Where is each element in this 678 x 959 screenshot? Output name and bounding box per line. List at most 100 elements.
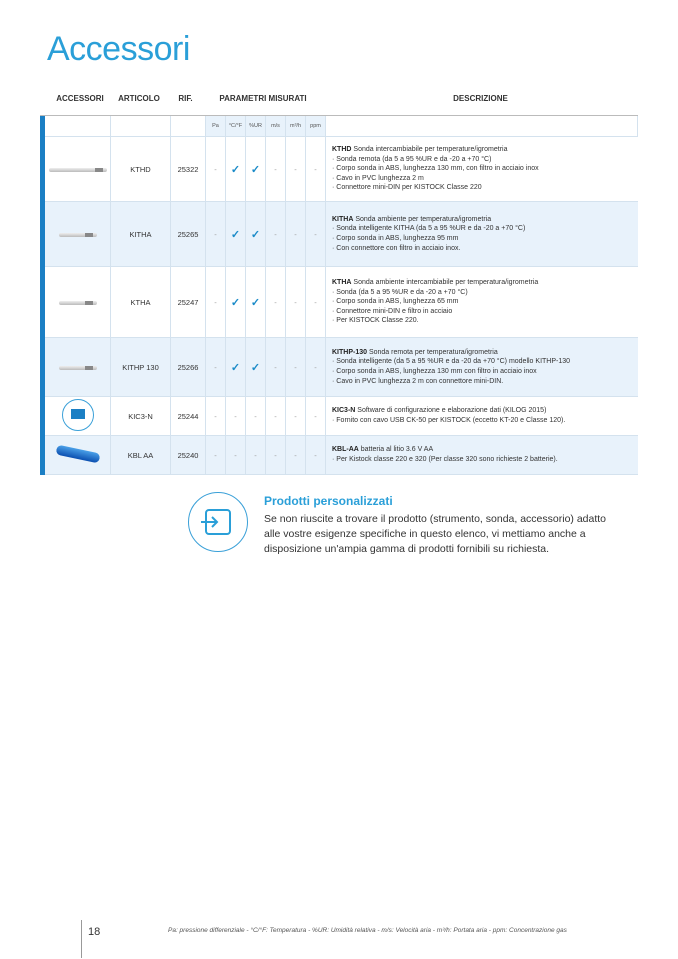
desc-bullet: · Corpo sonda in ABS, lunghezza 130 mm c… [332, 368, 537, 375]
check-icon: ✓ [230, 296, 241, 309]
arrow-into-box-icon [188, 492, 248, 552]
check-icon: ✓ [250, 163, 261, 176]
articolo-cell: KTHD [110, 136, 171, 202]
unit-label: m³/h [285, 116, 306, 137]
dash: - [274, 362, 277, 372]
dash: - [214, 164, 217, 174]
dash: - [214, 362, 217, 372]
dash: - [314, 411, 317, 421]
dash: - [314, 450, 317, 460]
desc-title: KITHP-130 [332, 348, 368, 356]
desc-title: KTHD [332, 146, 352, 154]
check-icon: ✓ [230, 228, 241, 241]
dash: - [274, 297, 277, 307]
desc-subtitle: Sonda remota per temperatura/igrometria [367, 348, 498, 356]
dash: - [314, 362, 317, 372]
dash: - [294, 229, 297, 239]
check-icon: ✓ [230, 163, 241, 176]
description-cell: KITHA Sonda ambiente per temperatura/igr… [325, 201, 638, 267]
dash: - [214, 450, 217, 460]
desc-bullet: · Cavo in PVC lunghezza 2 m con connetto… [332, 377, 504, 385]
rif-cell: 25322 [170, 136, 206, 202]
header-accessori: ACCESSORI [56, 94, 104, 103]
header-rif: RIF. [178, 94, 193, 103]
table-row: KITHA 25265- ✓ ✓ - - - KITHA Sonda ambiente pe… [40, 201, 638, 267]
desc-title: KIC3-N [332, 407, 356, 415]
check-icon: ✓ [250, 296, 261, 309]
unit-label: Pa [205, 116, 226, 137]
battery-image [54, 444, 101, 464]
probe-image [58, 365, 97, 370]
articolo-cell: KTHA [110, 266, 171, 338]
desc-bullet: · Sonda intelligente KITHA (da 5 a 95 %U… [332, 225, 526, 233]
dash: - [274, 450, 277, 460]
dash: - [214, 411, 217, 421]
dash: - [254, 450, 257, 460]
promo-title: Prodotti personalizzati [264, 494, 393, 508]
dash: - [294, 362, 297, 372]
description-cell: KBL-AA batteria al litio 3.6 V AA · Per K… [325, 435, 638, 475]
articolo-cell: KITHP 130 [110, 337, 171, 397]
desc-bullet: · Cavo in PVC lunghezza 2 m [332, 174, 424, 182]
probe-image [58, 232, 97, 237]
table-row: KITHP 130 25266- ✓ ✓ - - - KITHP-130 Sonda rem… [40, 337, 638, 397]
unit-label: m/s [265, 116, 286, 137]
unit-label: ppm [305, 116, 326, 137]
description-cell: KTHD Sonda intercambiabile per temperatu… [325, 136, 638, 202]
accessories-table: Pa °C/°F %UR m/s m³/h ppm KTHD 25322- ✓ ✓ - - - KTH… [40, 116, 638, 475]
dash: - [274, 229, 277, 239]
probe-image [58, 300, 97, 305]
desc-bullet: · Sonda intelligente (da 5 a 95 %UR e da… [332, 358, 571, 366]
page-number: 18 [88, 926, 101, 938]
description-cell: KTHA Sonda ambiente intercambiabile per … [325, 266, 638, 338]
footer-divider [81, 920, 82, 958]
desc-bullet: · Con connettore con filtro in acciaio i… [332, 244, 461, 252]
dash: - [314, 164, 317, 174]
dash: - [274, 411, 277, 421]
check-icon: ✓ [250, 228, 261, 241]
dash: - [294, 450, 297, 460]
desc-title: KBL-AA [332, 446, 359, 454]
header-descrizione: DESCRIZIONE [453, 94, 508, 103]
desc-bullet: · Corpo sonda in ABS, lunghezza 65 mm [332, 298, 459, 306]
header-articolo: ARTICOLO [118, 94, 160, 103]
desc-bullet: · Sonda (da 5 a 95 %UR e da -20 a +70 °C… [332, 288, 468, 296]
desc-title: KITHA [332, 215, 354, 223]
rif-cell: 25244 [170, 396, 206, 436]
desc-title: KTHA [332, 279, 352, 287]
dash: - [234, 411, 237, 421]
rif-cell: 25240 [170, 435, 206, 475]
dash: - [254, 411, 257, 421]
desc-bullet: · Corpo sonda in ABS, lunghezza 130 mm, … [332, 165, 539, 173]
desc-subtitle: Sonda ambiente per temperatura/igrometri… [353, 215, 492, 223]
check-icon: ✓ [230, 361, 241, 374]
unit-label: %UR [245, 116, 266, 137]
desc-bullet: · Per Kistock classe 220 e 320 (Per clas… [332, 456, 558, 463]
promo-text: Se non riuscite a trovare il prodotto (s… [264, 513, 607, 555]
desc-bullet: · Sonda remota (da 5 a 95 %UR e da -20 a… [332, 155, 492, 163]
header-divider [40, 115, 638, 116]
desc-bullet: · Fornito con cavo USB CK-50 per KISTOCK… [332, 417, 566, 424]
articolo-cell: KITHA [110, 201, 171, 267]
dash: - [314, 297, 317, 307]
desc-bullet: · Connettore mini-DIN per KISTOCK Classe… [332, 184, 482, 192]
articolo-cell: KIC3-N [110, 396, 171, 436]
desc-subtitle: Software di configurazione e elaborazion… [355, 407, 547, 415]
articolo-cell: KBL AA [110, 435, 171, 475]
description-cell: KIC3-N Software di configurazione e elab… [325, 396, 638, 436]
rif-cell: 25265 [170, 201, 206, 267]
dash: - [214, 297, 217, 307]
table-row: KBL AA 25240- - - - - - KBL-AA batteria al lit… [40, 435, 638, 475]
dash: - [314, 229, 317, 239]
dash: - [234, 450, 237, 460]
unit-label: °C/°F [225, 116, 246, 137]
footer-legend: Pa: pressione differenziale - °C/°F: Tem… [168, 927, 567, 934]
dash: - [214, 229, 217, 239]
page-title: Accessori [47, 30, 190, 68]
table-row: KTHD 25322- ✓ ✓ - - - KTHD Sonda intercambiabi… [40, 136, 638, 202]
desc-subtitle: Sonda intercambiabile per temperature/ig… [351, 146, 508, 154]
dash: - [294, 297, 297, 307]
desc-subtitle: Sonda ambiente intercambiabile per tempe… [351, 279, 539, 287]
header-parametri: PARAMETRI MISURATI [219, 94, 307, 103]
